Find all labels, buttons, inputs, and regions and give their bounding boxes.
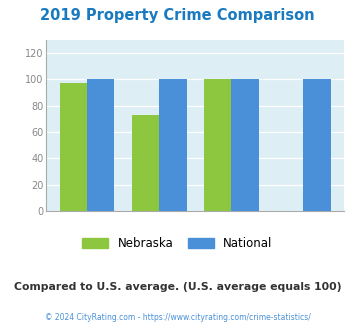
Bar [231, 79, 259, 211]
Bar [204, 79, 231, 211]
Text: Compared to U.S. average. (U.S. average equals 100): Compared to U.S. average. (U.S. average … [14, 282, 341, 292]
Bar [60, 83, 87, 211]
Text: 2019 Property Crime Comparison: 2019 Property Crime Comparison [40, 8, 315, 23]
Text: © 2024 CityRating.com - https://www.cityrating.com/crime-statistics/: © 2024 CityRating.com - https://www.city… [45, 313, 310, 322]
Bar [159, 79, 187, 211]
Legend: Nebraska, National: Nebraska, National [78, 232, 277, 255]
Bar [87, 79, 115, 211]
Bar [304, 79, 331, 211]
Bar [132, 115, 159, 211]
